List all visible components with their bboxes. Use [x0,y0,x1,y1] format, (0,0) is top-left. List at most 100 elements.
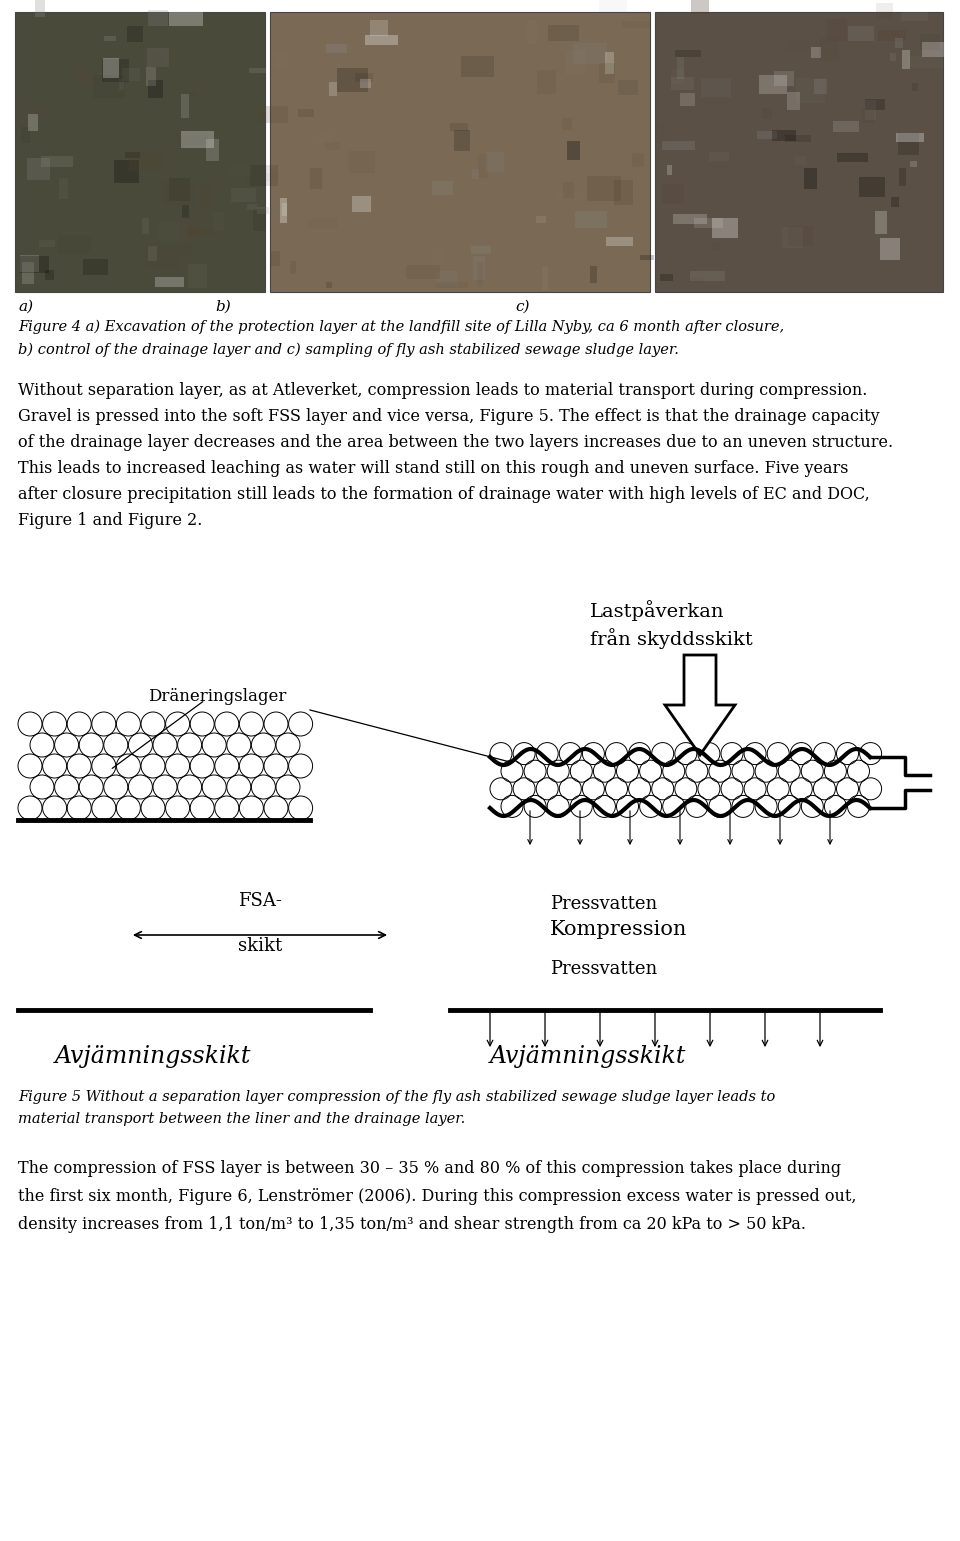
Bar [326,282,331,288]
Bar [712,242,720,250]
Bar [190,91,197,97]
Bar [318,134,332,142]
Bar [573,43,607,65]
Bar [114,160,139,183]
Bar [310,168,322,190]
Bar [351,196,371,213]
Bar [231,188,256,202]
Bar [149,11,168,26]
Bar [891,197,900,208]
Bar [180,131,214,148]
Bar [212,213,224,231]
Bar [146,66,156,86]
Bar [562,119,572,131]
Bar [41,156,73,166]
Bar [786,92,800,111]
Bar [890,52,896,62]
Bar [899,168,906,186]
Bar [677,57,684,79]
Bar [536,216,546,223]
Bar [436,271,457,285]
Bar [119,79,124,91]
Bar [832,120,859,133]
Bar [298,109,314,117]
Bar [184,225,203,236]
Bar [655,12,943,291]
Bar [405,265,440,279]
Bar [477,264,483,287]
Bar [599,0,627,20]
Bar [251,165,278,185]
Bar [639,254,654,260]
Bar [762,108,772,119]
Bar [20,256,49,273]
Bar [691,0,709,14]
Bar [898,134,920,156]
Bar [908,55,943,68]
Text: Figure 4 a) Excavation of the protection layer at the landfill site of Lilla Nyb: Figure 4 a) Excavation of the protection… [18,321,784,334]
Bar [486,151,504,173]
Text: Kompression: Kompression [550,920,687,938]
Bar [21,126,30,143]
Bar [694,217,723,228]
Bar [93,76,125,99]
Bar [480,108,497,131]
Bar [557,193,584,202]
Bar [453,129,470,151]
Bar [245,173,278,182]
Bar [19,256,39,273]
Bar [675,49,701,57]
Bar [461,55,493,77]
Bar [472,168,478,179]
Bar [811,48,821,57]
Bar [879,237,900,260]
Bar [542,267,548,290]
Bar [477,154,488,177]
Bar [661,183,684,203]
Bar [837,153,868,162]
Bar [537,69,556,94]
Bar [280,197,287,223]
Bar [876,3,893,20]
Bar [146,245,179,268]
Bar [104,59,119,79]
Text: från skyddsskikt: från skyddsskikt [590,629,753,649]
Bar [249,68,269,72]
Bar [59,234,91,254]
Bar [258,106,288,123]
Text: skikt: skikt [238,937,282,955]
Bar [156,277,184,287]
Text: after closure precipitation still leads to the formation of drainage water with : after closure precipitation still leads … [18,485,870,502]
Bar [781,228,804,248]
Bar [862,109,875,123]
Bar [270,251,280,267]
Bar [104,35,116,42]
Text: a): a) [18,300,34,314]
Bar [797,79,826,103]
Text: the first six month, Figure 6, Lenströmer (2006). During this compression excess: the first six month, Figure 6, Lenströme… [18,1188,856,1205]
Bar [590,265,597,284]
Bar [142,219,149,234]
Bar [912,83,918,91]
Bar [689,271,725,280]
Bar [253,208,266,231]
Bar [290,260,296,274]
Text: b) control of the drainage layer and c) sampling of fly ash stabilized sewage sl: b) control of the drainage layer and c) … [18,344,679,358]
Text: c): c) [515,300,530,314]
Bar [633,153,643,166]
Bar [701,79,731,97]
Bar [910,160,917,166]
Text: FSA-: FSA- [238,892,282,911]
Bar [788,225,813,247]
Bar [450,123,468,131]
Bar [606,237,633,247]
Bar [662,142,695,151]
Bar [60,177,68,199]
Bar [848,26,874,40]
Bar [473,256,486,280]
Bar [169,11,203,26]
Bar [655,123,665,143]
Bar [567,140,580,160]
Bar [275,52,288,69]
Bar [859,177,885,197]
